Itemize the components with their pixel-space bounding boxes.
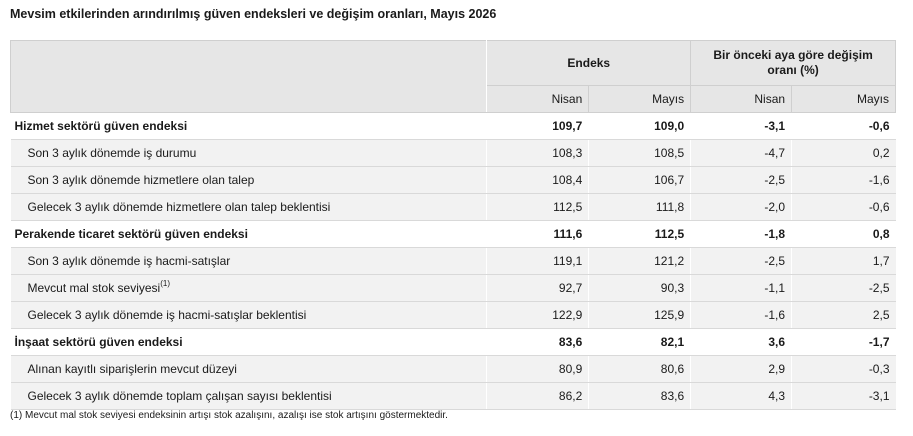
value-cell: 2,5: [791, 301, 896, 329]
row-label: Son 3 aylık dönemde iş hacmi-satışlar: [10, 247, 487, 275]
row-label-text: Son 3 aylık dönemde iş hacmi-satışlar: [27, 254, 231, 268]
value-cell: -1,1: [690, 274, 792, 302]
header-row-groups: Endeks Bir önceki aya göre değişim oranı…: [9, 40, 896, 113]
row-label: Hizmet sektörü güven endeksi: [10, 112, 487, 140]
table-row: Gelecek 3 aylık dönemde iş hacmi-satışla…: [10, 301, 896, 329]
value-cell: 125,9: [588, 301, 691, 329]
value-cell: 109,0: [588, 112, 691, 140]
value-cell: -1,6: [690, 301, 792, 329]
value-cell: -4,7: [690, 139, 792, 167]
value-cell: 83,6: [588, 382, 691, 410]
header-group-index: Endeks: [486, 40, 692, 86]
table-row: İnşaat sektörü güven endeksi 83,6 82,1 3,6-…: [10, 328, 896, 356]
value-cell: 83,6: [486, 328, 589, 356]
row-label-text: Hizmet sektörü güven endeksi: [14, 119, 188, 133]
table-row: Son 3 aylık dönemde hizmetlere olan tale…: [10, 166, 896, 194]
table-title: Mevsim etkilerinden arındırılmış güven e…: [10, 7, 497, 21]
value-cell: 2,9: [690, 355, 792, 383]
row-label-text: İnşaat sektörü güven endeksi: [14, 335, 183, 349]
row-label: Gelecek 3 aylık dönemde iş hacmi-satışla…: [10, 301, 487, 329]
value-cell: 80,6: [588, 355, 691, 383]
header-col-index-mayis: Mayıs: [588, 85, 692, 113]
value-cell: -3,1: [791, 382, 896, 410]
value-cell: 1,7: [791, 247, 896, 275]
table-row: Gelecek 3 aylık dönemde hizmetlere olan …: [10, 193, 896, 221]
value-cell: -0,6: [791, 193, 896, 221]
row-label: Son 3 aylık dönemde iş durumu: [10, 139, 487, 167]
footnote-marker: (1): [160, 279, 170, 288]
value-cell: 108,3: [486, 139, 589, 167]
table-row: Son 3 aylık dönemde iş durumu 108,3 108,5-…: [10, 139, 896, 167]
value-cell: 112,5: [486, 193, 589, 221]
row-label-text: Alınan kayıtlı siparişlerin mevcut düzey…: [27, 362, 237, 376]
value-cell: 106,7: [588, 166, 691, 194]
value-cell: 108,4: [486, 166, 589, 194]
value-cell: 121,2: [588, 247, 691, 275]
header-col-index-nisan: Nisan: [486, 85, 590, 113]
value-cell: -1,6: [791, 166, 896, 194]
value-cell: -3,1: [690, 112, 792, 140]
value-cell: 86,2: [486, 382, 589, 410]
value-cell: 4,3: [690, 382, 792, 410]
row-label: Mevcut mal stok seviyesi(1): [10, 274, 487, 302]
value-cell: 3,6: [690, 328, 792, 356]
value-cell: -0,6: [791, 112, 896, 140]
header-col-change-nisan: Nisan: [690, 85, 793, 113]
value-cell: 108,5: [588, 139, 691, 167]
value-cell: 109,7: [486, 112, 589, 140]
row-label: Son 3 aylık dönemde hizmetlere olan tale…: [10, 166, 487, 194]
value-cell: -2,5: [690, 166, 792, 194]
value-cell: 82,1: [588, 328, 691, 356]
header-row-months: Nisan Mayıs Nisan Mayıs: [11, 85, 896, 113]
value-cell: -2,0: [690, 193, 792, 221]
row-label: Gelecek 3 aylık dönemde toplam çalışan s…: [10, 382, 487, 410]
table-row: Hizmet sektörü güven endeksi 109,7 109,0 -3…: [10, 112, 896, 140]
value-cell: -1,7: [791, 328, 896, 356]
value-cell: 92,7: [486, 274, 589, 302]
value-cell: 111,8: [588, 193, 691, 221]
footnote: (1) Mevcut mal stok seviyesi endeksinin …: [10, 410, 448, 421]
table-row: Perakende ticaret sektörü güven endeksi 1…: [10, 220, 896, 248]
row-label: Alınan kayıtlı siparişlerin mevcut düzey…: [10, 355, 487, 383]
table-row: Son 3 aylık dönemde iş hacmi-satışlar 119…: [10, 247, 896, 275]
value-cell: 122,9: [486, 301, 589, 329]
table-row: Mevcut mal stok seviyesi(1) 92,7 90,3 -1,1-…: [10, 274, 896, 302]
row-label-text: Son 3 aylık dönemde hizmetlere olan tale…: [27, 173, 255, 187]
value-cell: -2,5: [690, 247, 792, 275]
row-label-text: Gelecek 3 aylık dönemde iş hacmi-satışla…: [27, 308, 307, 322]
value-cell: 119,1: [486, 247, 589, 275]
confidence-index-table: Endeks Bir önceki aya göre değişim oranı…: [9, 40, 896, 410]
value-cell: -2,5: [791, 274, 896, 302]
row-label: Gelecek 3 aylık dönemde hizmetlere olan …: [10, 193, 487, 221]
row-label-text: Son 3 aylık dönemde iş durumu: [27, 146, 197, 160]
row-label: Perakende ticaret sektörü güven endeksi: [10, 220, 487, 248]
row-label: İnşaat sektörü güven endeksi: [10, 328, 487, 356]
value-cell: 111,6: [486, 220, 589, 248]
value-cell: -1,8: [690, 220, 792, 248]
value-cell: -0,3: [791, 355, 896, 383]
value-cell: 0,2: [791, 139, 896, 167]
value-cell: 112,5: [588, 220, 691, 248]
row-label-text: Mevcut mal stok seviyesi: [27, 281, 161, 295]
row-label-text: Gelecek 3 aylık dönemde toplam çalışan s…: [27, 389, 332, 403]
table-row: Alınan kayıtlı siparişlerin mevcut düzey…: [10, 355, 896, 383]
value-cell: 0,8: [791, 220, 896, 248]
value-cell: 80,9: [486, 355, 589, 383]
row-label-text: Gelecek 3 aylık dönemde hizmetlere olan …: [27, 200, 331, 214]
row-label-text: Perakende ticaret sektörü güven endeksi: [14, 227, 248, 241]
header-group-change: Bir önceki aya göre değişim oranı (%): [690, 40, 896, 86]
value-cell: 90,3: [588, 274, 691, 302]
table-row: Gelecek 3 aylık dönemde toplam çalışan s…: [10, 382, 896, 410]
table-body: Hizmet sektörü güven endeksi 109,7 109,0 -3…: [10, 112, 896, 410]
header-blank-cell: [9, 40, 488, 113]
header-col-change-mayis: Mayıs: [791, 85, 896, 113]
